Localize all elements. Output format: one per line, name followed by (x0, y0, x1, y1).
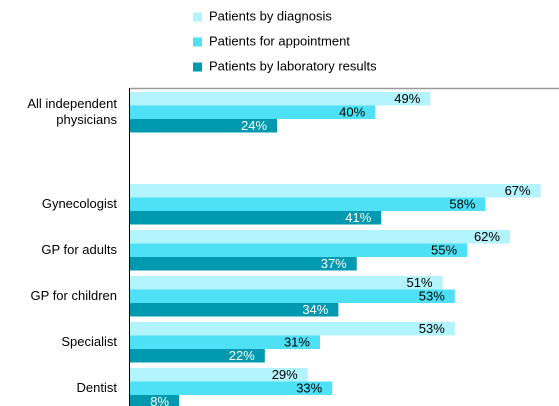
legend-label: Patients for appointment (209, 33, 350, 48)
bar (130, 105, 376, 119)
category-label: All independent physicians (27, 96, 117, 128)
legend-label: Patients by diagnosis (209, 8, 332, 23)
value-label: 22% (229, 348, 255, 363)
bar (130, 197, 486, 211)
value-label: 41% (345, 210, 371, 225)
category-label: GP for adults (41, 242, 117, 258)
value-label: 24% (241, 118, 267, 133)
bar (130, 119, 278, 133)
value-label: 58% (449, 197, 475, 212)
bar (130, 289, 455, 303)
bar (130, 92, 431, 106)
legend-swatch (193, 37, 202, 47)
bar (130, 257, 357, 271)
value-label: 67% (505, 183, 531, 198)
value-label: 40% (339, 105, 365, 120)
value-label: 53% (419, 289, 445, 304)
legend-swatch (193, 12, 202, 22)
bar (130, 184, 541, 198)
bar (130, 303, 339, 317)
value-label: 55% (431, 243, 457, 258)
value-label: 37% (321, 256, 347, 271)
bar (130, 211, 382, 225)
value-label: 62% (474, 229, 500, 244)
bar (130, 335, 320, 349)
bar (130, 230, 510, 244)
legend-swatch (193, 62, 202, 72)
bar (130, 395, 180, 406)
value-label: 51% (407, 275, 433, 290)
category-label: GP for children (30, 288, 117, 304)
category-label: Specialist (61, 334, 117, 350)
value-label: 29% (272, 367, 298, 382)
bar (130, 368, 308, 382)
bar (130, 381, 333, 395)
category-label: Dentist (76, 380, 117, 396)
value-label: 49% (394, 91, 420, 106)
category-label: Gynecologist (41, 196, 117, 212)
bar (130, 243, 468, 257)
value-label: 53% (419, 321, 445, 336)
value-label: 34% (302, 302, 328, 317)
value-label: 31% (284, 335, 310, 350)
bar (130, 276, 443, 290)
bar (130, 322, 455, 336)
bar (130, 349, 265, 363)
value-label: 8% (150, 394, 169, 406)
legend-label: Patients by laboratory results (209, 58, 377, 73)
value-label: 33% (296, 381, 322, 396)
